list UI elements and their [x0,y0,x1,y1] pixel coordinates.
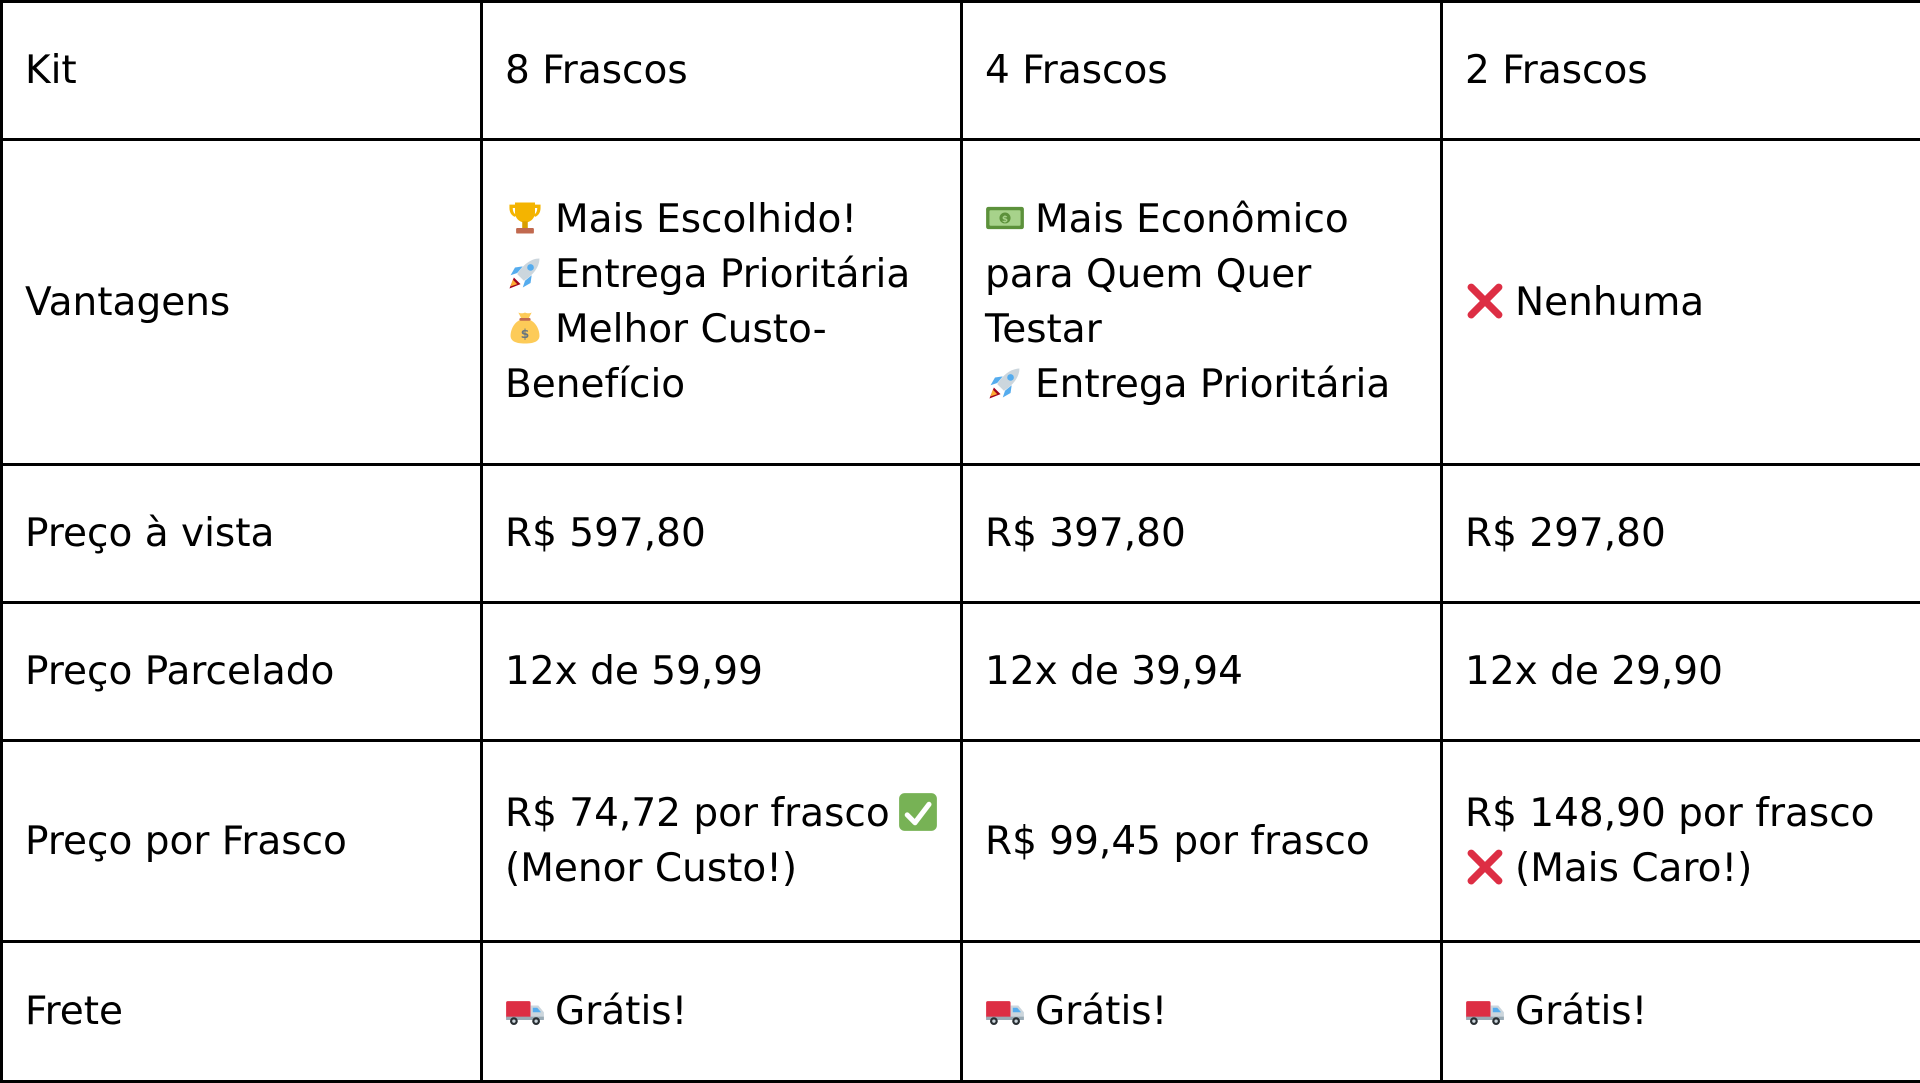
kit-header-2: 2 Frascos [1442,2,1920,140]
preco-frasco-note: (Mais Caro!) [1465,841,1898,896]
kit-header-8: 8 Frascos [482,2,962,140]
cross-mark-icon [1465,281,1505,321]
frete-kit-2: Grátis! [1442,942,1920,1082]
row-label-preco-frasco: Preço por Frasco [2,741,482,942]
vantagem-item: Entrega Prioritária [505,247,938,302]
vantagem-item: $ Melhor Custo- [505,302,938,357]
vantagens-kit-4: $ Mais Econômico para Quem Quer Testar E… [962,140,1442,465]
truck-icon [505,990,545,1030]
row-label-preco-parcelado: Preço Parcelado [2,603,482,741]
vantagem-item: $ Mais Econômico [985,192,1418,247]
vantagem-item-continued: para Quem Quer [985,247,1418,302]
truck-icon [1465,990,1505,1030]
vantagens-kit-2: Nenhuma [1442,140,1920,465]
preco-frasco-line: R$ 148,90 por frasco [1465,786,1898,841]
cross-mark-icon [1465,847,1505,887]
money-bag-icon: $ [505,308,545,348]
check-mark-icon [898,792,938,832]
preco-frasco-kit-8: R$ 74,72 por frasco (Menor Custo!) [482,741,962,942]
row-label-frete: Frete [2,942,482,1082]
truck-icon [985,990,1025,1030]
money-bill-icon: $ [985,198,1025,238]
row-label-kit: Kit [2,2,482,140]
row-label-vantagens: Vantagens [2,140,482,465]
table-row-frete: Frete Grátis! Grátis! Grátis! [2,942,1920,1082]
kit-header-4: 4 Frascos [962,2,1442,140]
preco-frasco-kit-2: R$ 148,90 por frasco (Mais Caro!) [1442,741,1920,942]
preco-frasco-line: R$ 74,72 por frasco [505,786,938,841]
preco-parcelado-kit-4: 12x de 39,94 [962,603,1442,741]
vantagem-item-continued: Testar [985,302,1418,357]
frete-kit-4: Grátis! [962,942,1442,1082]
preco-frasco-kit-4: R$ 99,45 por frasco [962,741,1442,942]
vantagem-item: Nenhuma [1465,275,1898,330]
table-row-preco-parcelado: Preço Parcelado 12x de 59,99 12x de 39,9… [2,603,1920,741]
rocket-icon [985,363,1025,403]
preco-parcelado-kit-8: 12x de 59,99 [482,603,962,741]
vantagens-kit-8: Mais Escolhido! Entrega Prioritária $ Me… [482,140,962,465]
preco-vista-kit-4: R$ 397,80 [962,465,1442,603]
vantagem-item: Mais Escolhido! [505,192,938,247]
row-label-preco-vista: Preço à vista [2,465,482,603]
table-row-kit: Kit 8 Frascos 4 Frascos 2 Frascos [2,2,1920,140]
preco-parcelado-kit-2: 12x de 29,90 [1442,603,1920,741]
frete-kit-8: Grátis! [482,942,962,1082]
preco-vista-kit-2: R$ 297,80 [1442,465,1920,603]
preco-vista-kit-8: R$ 597,80 [482,465,962,603]
vantagem-item: Entrega Prioritária [985,357,1418,412]
svg-text:$: $ [1002,215,1008,225]
table-row-preco-frasco: Preço por Frasco R$ 74,72 por frasco (Me… [2,741,1920,942]
preco-frasco-note: (Menor Custo!) [505,841,938,896]
table-row-preco-vista: Preço à vista R$ 597,80 R$ 397,80 R$ 297… [2,465,1920,603]
svg-text:$: $ [521,327,530,341]
rocket-icon [505,253,545,293]
vantagem-item-continued: Benefício [505,357,938,412]
trophy-icon [505,198,545,238]
table-row-vantagens: Vantagens Mais Escolhido! Entrega Priori… [2,140,1920,465]
preco-frasco-line: R$ 99,45 por frasco [985,814,1418,869]
